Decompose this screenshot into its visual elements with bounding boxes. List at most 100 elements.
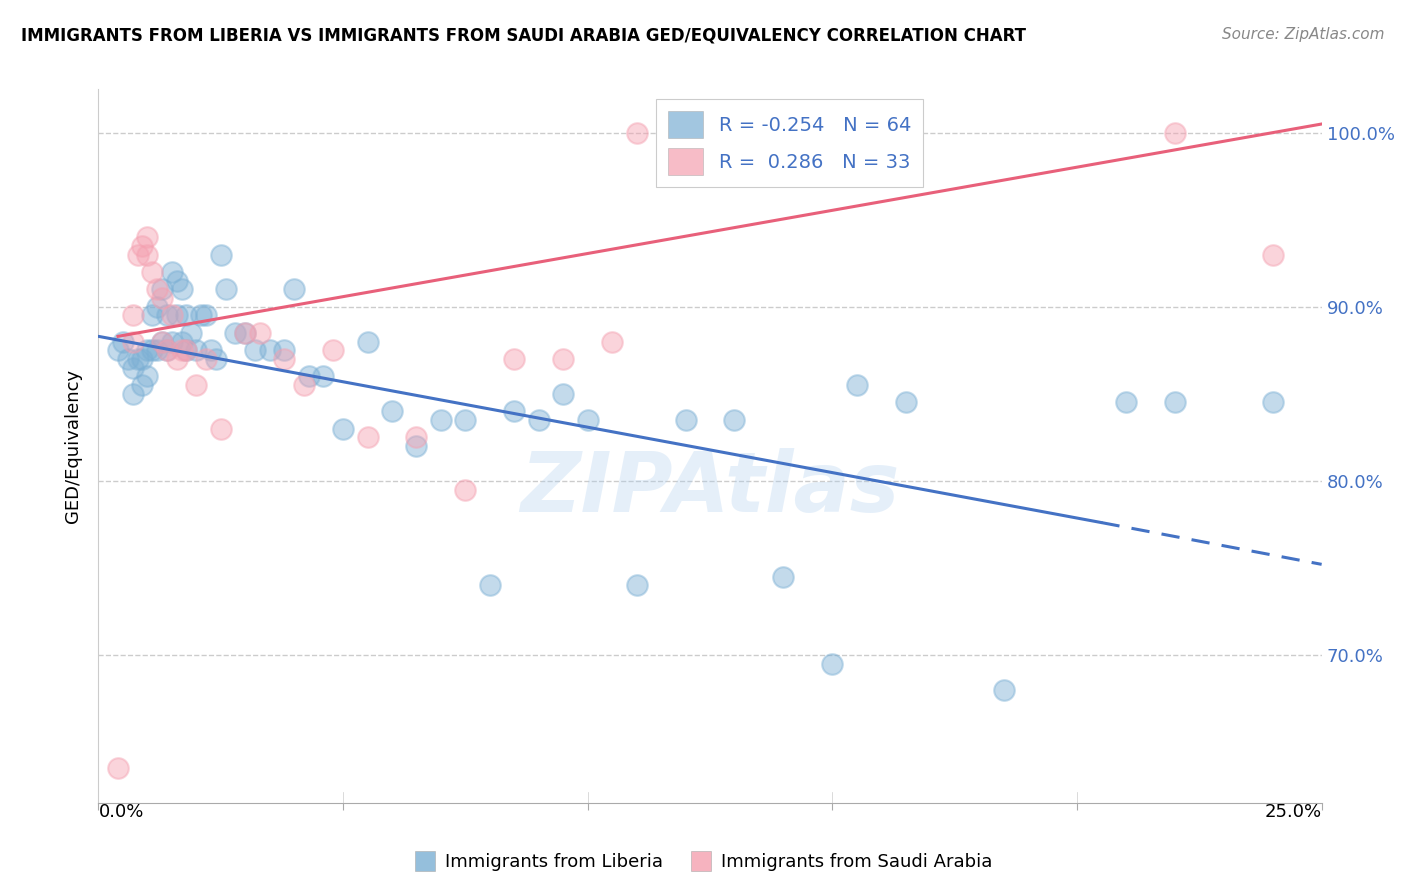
Point: [478, 578, 501, 592]
Point: [200, 343, 222, 358]
Point: [205, 351, 228, 366]
Point: [180, 326, 202, 340]
Point: [166, 309, 188, 323]
Point: [160, 265, 183, 279]
Point: [322, 343, 344, 358]
Point: [141, 343, 163, 358]
Point: [553, 351, 575, 366]
Point: [136, 230, 159, 244]
Point: [150, 291, 173, 305]
Point: [1164, 126, 1187, 140]
Text: ZIPAtlas: ZIPAtlas: [520, 449, 900, 529]
Point: [141, 309, 163, 323]
Point: [186, 343, 208, 358]
Point: [405, 430, 427, 444]
Point: [141, 265, 163, 279]
Point: [626, 578, 648, 592]
Point: [107, 343, 129, 358]
Point: [454, 413, 477, 427]
Point: [894, 395, 917, 409]
Point: [381, 404, 404, 418]
Point: [224, 326, 246, 340]
Point: [150, 282, 173, 296]
Point: [186, 378, 208, 392]
Point: [146, 282, 169, 296]
Point: [136, 369, 159, 384]
Point: [259, 343, 281, 358]
Text: Source: ZipAtlas.com: Source: ZipAtlas.com: [1222, 27, 1385, 42]
Point: [176, 343, 198, 358]
Point: [273, 343, 295, 358]
Point: [176, 343, 198, 358]
Text: 0.0%: 0.0%: [98, 803, 143, 821]
Point: [195, 351, 218, 366]
Point: [527, 413, 550, 427]
Point: [170, 334, 193, 349]
Point: [190, 309, 212, 323]
Y-axis label: GED/Equivalency: GED/Equivalency: [65, 369, 83, 523]
Point: [273, 351, 295, 366]
Point: [332, 421, 354, 435]
Point: [821, 657, 844, 671]
Point: [233, 326, 256, 340]
Point: [176, 309, 198, 323]
Text: 25.0%: 25.0%: [1264, 803, 1322, 821]
Point: [146, 300, 169, 314]
Point: [117, 351, 139, 366]
Point: [553, 386, 575, 401]
Point: [214, 282, 236, 296]
Point: [772, 569, 794, 583]
Point: [292, 378, 315, 392]
Point: [121, 309, 143, 323]
Legend: Immigrants from Liberia, Immigrants from Saudi Arabia: Immigrants from Liberia, Immigrants from…: [406, 847, 1000, 879]
Point: [127, 247, 149, 261]
Point: [136, 343, 159, 358]
Point: [111, 334, 134, 349]
Point: [356, 334, 378, 349]
Point: [131, 351, 153, 366]
Point: [156, 343, 179, 358]
Point: [121, 360, 143, 375]
Point: [993, 682, 1015, 697]
Point: [845, 378, 868, 392]
Point: [107, 761, 129, 775]
Point: [626, 126, 648, 140]
Point: [160, 309, 183, 323]
Point: [243, 343, 266, 358]
Point: [160, 334, 183, 349]
Point: [156, 343, 179, 358]
Point: [209, 247, 232, 261]
Point: [675, 413, 697, 427]
Point: [356, 430, 378, 444]
Point: [1261, 247, 1284, 261]
Point: [430, 413, 453, 427]
Point: [150, 334, 173, 349]
Point: [150, 334, 173, 349]
Point: [283, 282, 305, 296]
Point: [454, 483, 477, 497]
Point: [156, 309, 179, 323]
Point: [170, 282, 193, 296]
Point: [503, 404, 526, 418]
Point: [723, 413, 745, 427]
Point: [576, 413, 599, 427]
Point: [298, 369, 321, 384]
Point: [1261, 395, 1284, 409]
Point: [121, 334, 143, 349]
Point: [209, 421, 232, 435]
Point: [146, 343, 169, 358]
Point: [131, 239, 153, 253]
Point: [249, 326, 271, 340]
Point: [195, 309, 218, 323]
Point: [121, 386, 143, 401]
Point: [136, 247, 159, 261]
Point: [127, 351, 149, 366]
Point: [233, 326, 256, 340]
Point: [503, 351, 526, 366]
Point: [131, 378, 153, 392]
Point: [405, 439, 427, 453]
Legend: R = -0.254   N = 64, R =  0.286   N = 33: R = -0.254 N = 64, R = 0.286 N = 33: [657, 99, 922, 187]
Point: [600, 334, 623, 349]
Point: [166, 274, 188, 288]
Point: [312, 369, 335, 384]
